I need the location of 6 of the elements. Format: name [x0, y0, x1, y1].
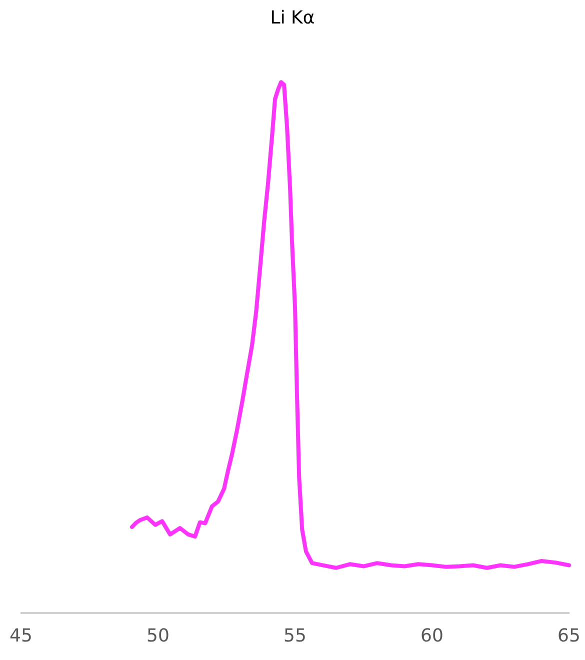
x-tick-label: 60: [420, 626, 444, 646]
chart-title: Li Kα: [270, 8, 315, 28]
x-tick-label: 65: [558, 626, 580, 646]
x-tick-label: 45: [10, 626, 32, 646]
x-tick-label: 55: [284, 626, 306, 646]
x-tick-label: 50: [146, 626, 170, 646]
